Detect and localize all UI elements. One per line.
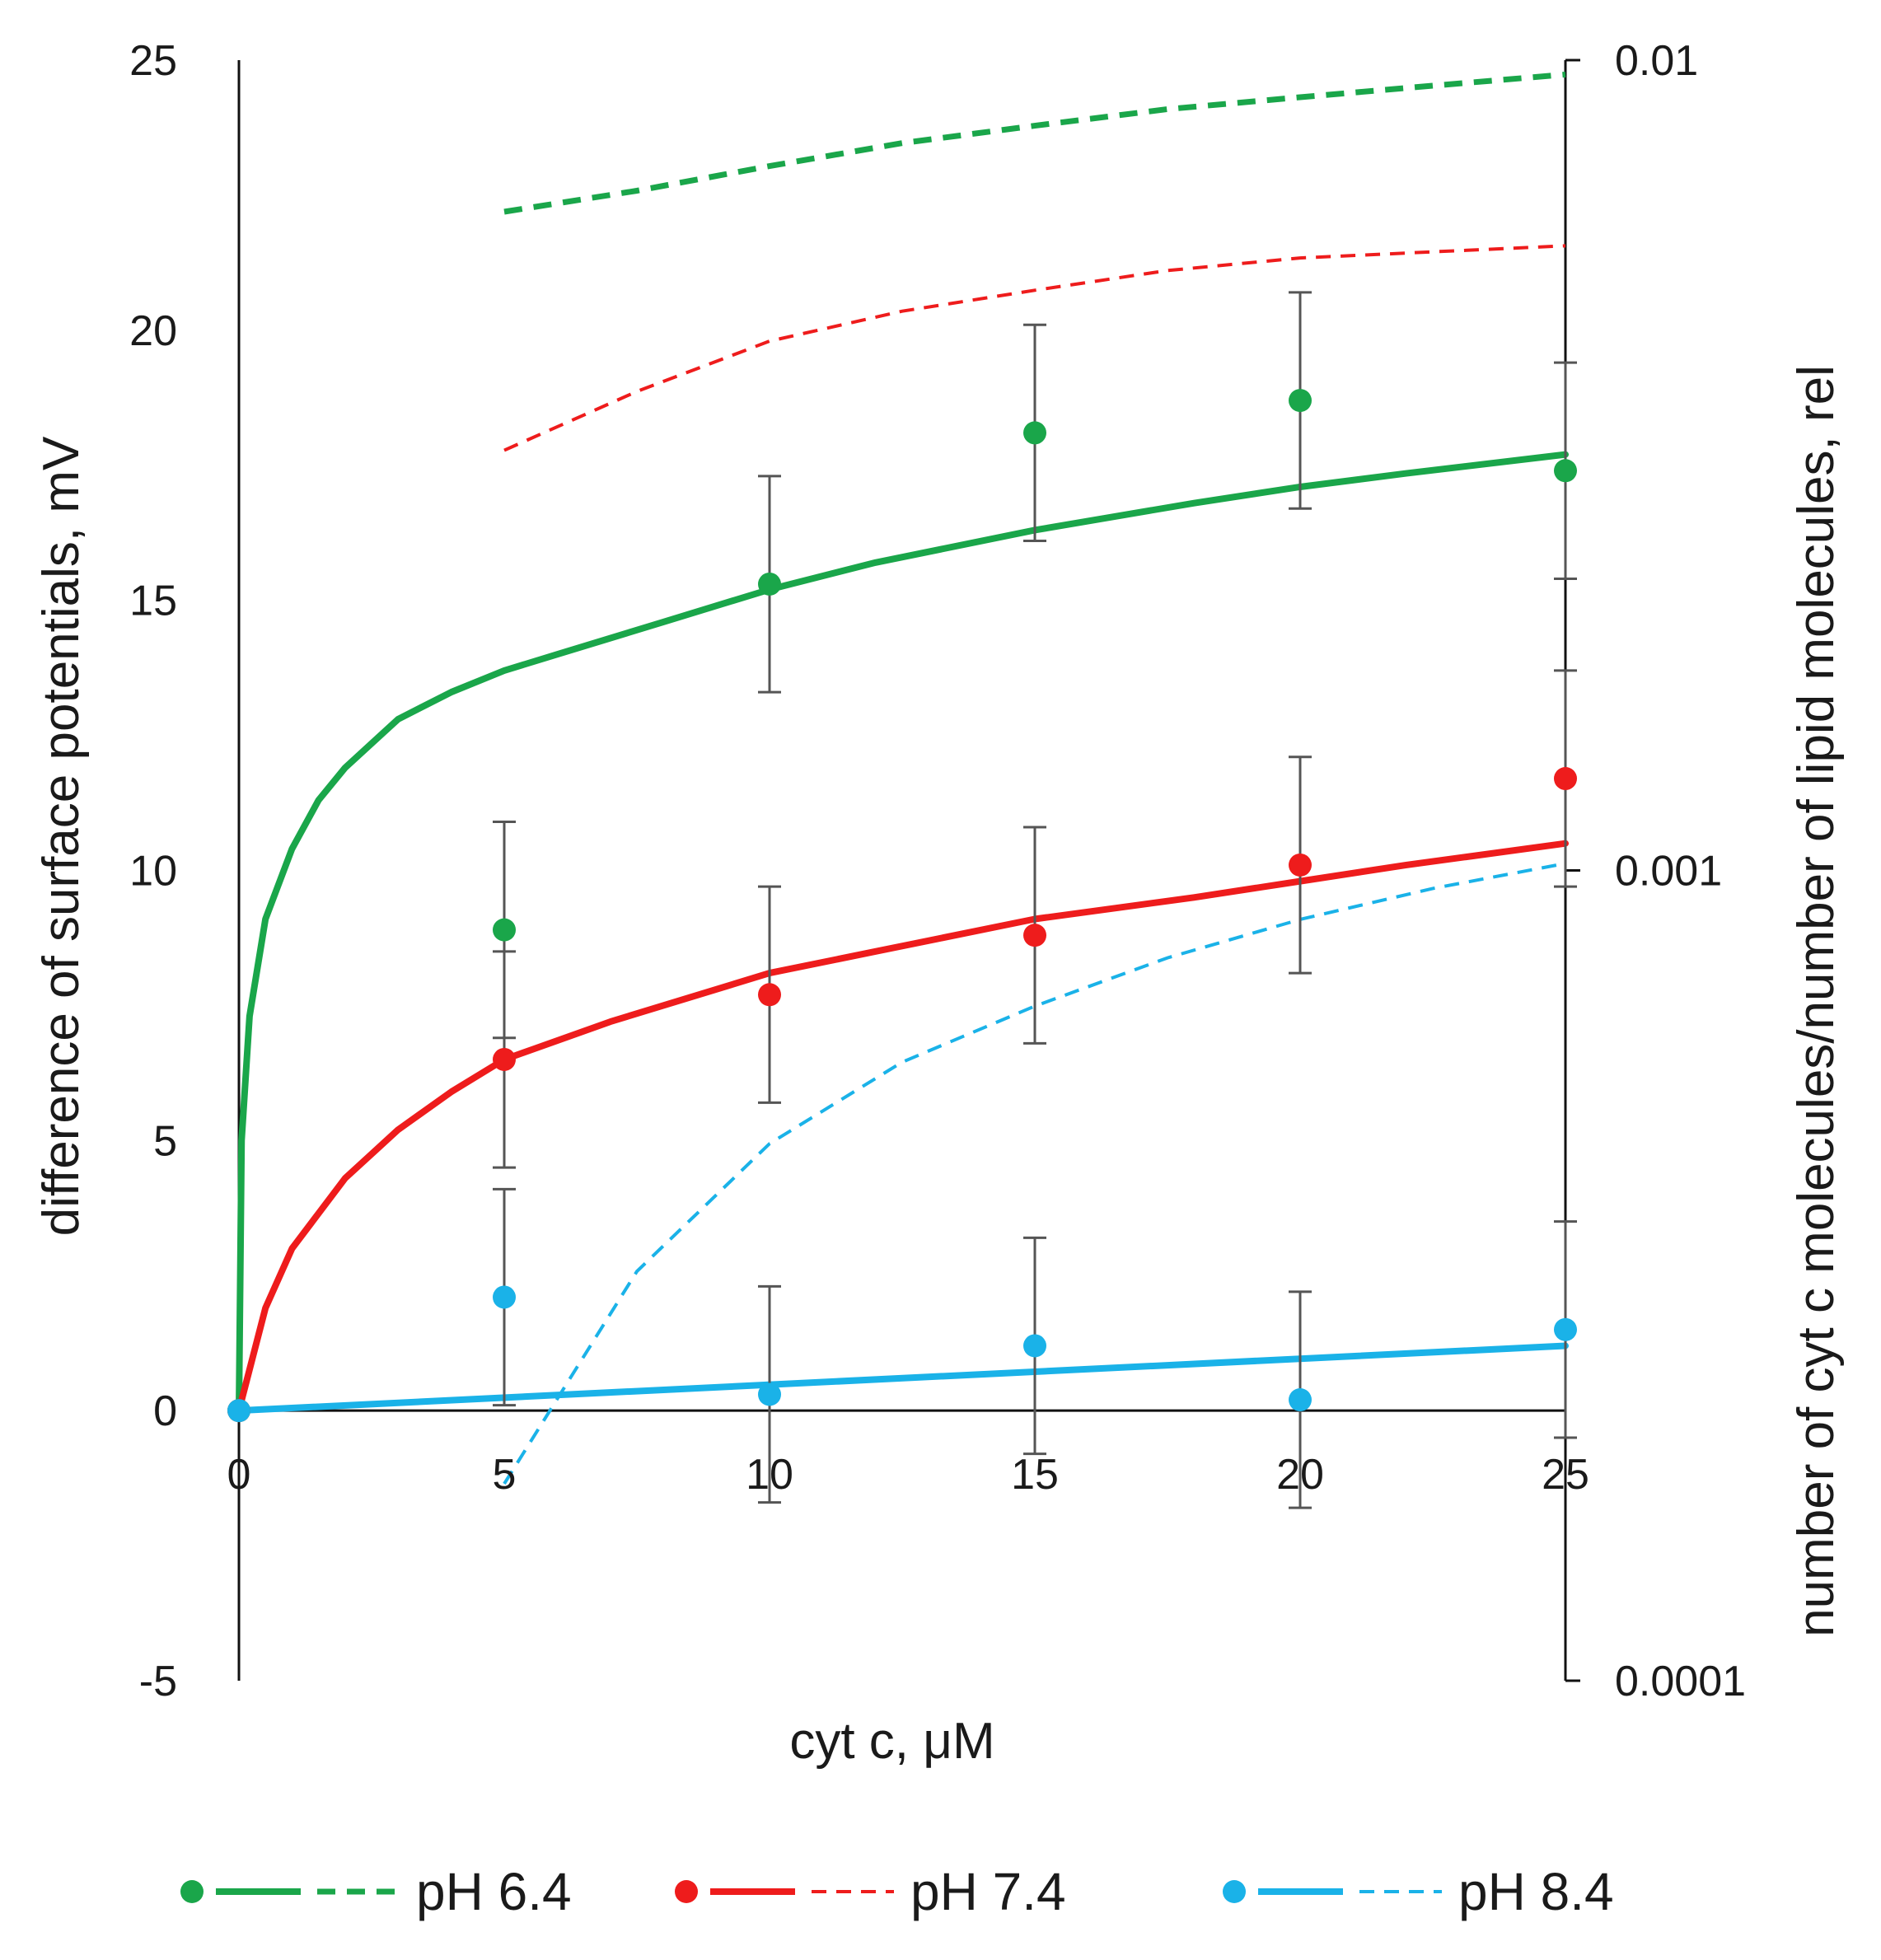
y-tick-label: 25	[129, 37, 177, 85]
fit-curves	[236, 451, 1569, 1415]
data-point-ph-8-4	[493, 1285, 516, 1309]
data-point-ph-6-4	[758, 572, 781, 596]
fit-line-ph-6-4	[236, 451, 1569, 1415]
legend-label-ph-7-4: pH 7.4	[910, 1862, 1066, 1921]
x-tick-label: 10	[746, 1451, 793, 1499]
data-point-ph-7-4	[1289, 853, 1312, 877]
y-tick-label: 15	[129, 578, 177, 625]
y2-tick-label: 0.0001	[1615, 1658, 1746, 1705]
data-point-ph-8-4	[1289, 1388, 1312, 1412]
fit-line-ph-8-4	[236, 1342, 1569, 1415]
ratio-line-ph-7-4	[503, 244, 1566, 452]
legend-marker-ph-7-4	[675, 1880, 698, 1903]
y-tick-label: 10	[129, 848, 177, 896]
data-point-ph-6-4	[493, 918, 516, 942]
y-tick-label: -5	[139, 1658, 177, 1705]
data-point-ph-7-4	[758, 983, 781, 1007]
fit-line-ph-7-4	[236, 840, 1569, 1415]
data-point-ph-8-4	[1023, 1334, 1046, 1358]
x-tick-label: 15	[1011, 1451, 1059, 1499]
x-tick-label: 25	[1542, 1451, 1589, 1499]
legend: pH 6.4 pH 7.4 pH 8.4	[180, 1862, 1614, 1921]
data-point-ph-7-4	[1023, 924, 1046, 947]
x-tick-label: 0	[227, 1451, 251, 1499]
data-point-ph-8-4	[758, 1382, 781, 1406]
y2-axis-title: number of cyt c molecules/number of lipi…	[1788, 365, 1845, 1637]
data-point-ph-8-4	[1554, 1317, 1577, 1341]
legend-item-ph-8-4: pH 8.4	[1223, 1862, 1614, 1921]
tick-labels: 0 5 10 15 20 25 -5 0 5 10 15 20 25 0.0001 0.001 0.01	[129, 37, 1746, 1705]
data-point-ph-6-4	[1023, 421, 1046, 445]
data-point-ph-7-4	[493, 1047, 516, 1071]
legend-item-ph-6-4: pH 6.4	[180, 1862, 572, 1921]
legend-label-ph-8-4: pH 8.4	[1458, 1862, 1614, 1921]
y-tick-label: 0	[153, 1387, 177, 1435]
legend-marker-ph-8-4	[1223, 1880, 1246, 1903]
x-tick-label: 5	[493, 1451, 517, 1499]
legend-marker-ph-6-4	[180, 1880, 204, 1903]
ratio-line-ph-6-4	[503, 71, 1566, 215]
data-point-ph-6-4	[1289, 389, 1312, 413]
data-point-ph-7-4	[1554, 767, 1577, 791]
data-point-ph-8-4	[227, 1399, 250, 1423]
y-tick-label: 5	[153, 1117, 177, 1165]
legend-label-ph-6-4: pH 6.4	[416, 1862, 572, 1921]
y-tick-label: 20	[129, 307, 177, 355]
data-points	[227, 389, 1577, 1423]
y-axis-title: difference of surface potentials, mV	[33, 436, 90, 1236]
ratio-curves	[503, 71, 1566, 1485]
x-axis-title: cyt c, μM	[789, 1713, 994, 1770]
data-point-ph-6-4	[1554, 459, 1577, 483]
legend-item-ph-7-4: pH 7.4	[675, 1862, 1066, 1921]
x-tick-label: 20	[1276, 1451, 1324, 1499]
y2-tick-label: 0.01	[1615, 37, 1698, 85]
y2-tick-label: 0.001	[1615, 848, 1722, 896]
